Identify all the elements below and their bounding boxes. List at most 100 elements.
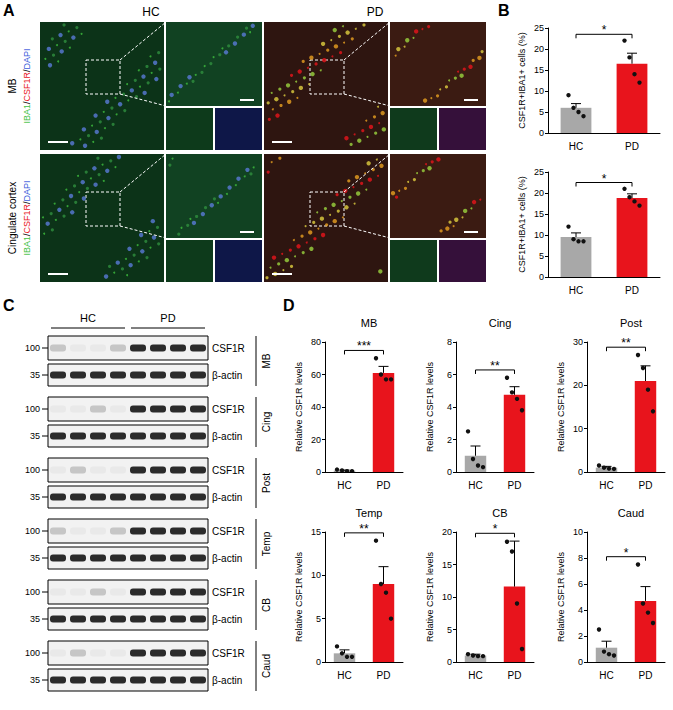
svg-text:0: 0 bbox=[316, 657, 321, 667]
svg-text:Cingulate cortex: Cingulate cortex bbox=[7, 182, 18, 254]
svg-text:8: 8 bbox=[578, 553, 583, 563]
svg-text:CSF1R: CSF1R bbox=[212, 404, 245, 415]
svg-text:Relative CSF1R levels: Relative CSF1R levels bbox=[556, 361, 566, 452]
svg-text:A: A bbox=[3, 2, 15, 19]
svg-text:10: 10 bbox=[573, 527, 583, 537]
svg-text:100: 100 bbox=[25, 465, 40, 475]
svg-text:15: 15 bbox=[534, 209, 544, 219]
svg-text:HC: HC bbox=[337, 670, 351, 681]
svg-text:5: 5 bbox=[316, 614, 321, 624]
svg-text:Temp: Temp bbox=[261, 531, 272, 556]
svg-text:***: *** bbox=[357, 339, 371, 353]
svg-text:CSF1R: CSF1R bbox=[212, 526, 245, 537]
svg-text:35: 35 bbox=[30, 431, 40, 441]
svg-text:HC: HC bbox=[569, 285, 583, 296]
svg-text:0: 0 bbox=[539, 128, 544, 138]
svg-text:10: 10 bbox=[534, 230, 544, 240]
svg-text:20: 20 bbox=[311, 435, 321, 445]
svg-text:100: 100 bbox=[25, 526, 40, 536]
svg-text:*: * bbox=[602, 23, 607, 37]
svg-text:40: 40 bbox=[311, 402, 321, 412]
svg-text:CSF1R: CSF1R bbox=[212, 648, 245, 659]
svg-text:4: 4 bbox=[447, 402, 452, 412]
svg-text:**: ** bbox=[359, 522, 369, 536]
svg-text:5: 5 bbox=[539, 251, 544, 261]
svg-text:Relative CSF1R levels: Relative CSF1R levels bbox=[294, 361, 304, 452]
svg-text:*: * bbox=[624, 546, 629, 560]
svg-text:β-actin: β-actin bbox=[212, 370, 242, 381]
svg-text:15: 15 bbox=[442, 560, 452, 570]
svg-text:**: ** bbox=[490, 359, 500, 373]
svg-text:Relative CSF1R levels: Relative CSF1R levels bbox=[425, 361, 435, 452]
svg-text:HC: HC bbox=[142, 5, 160, 19]
svg-text:HC: HC bbox=[80, 312, 96, 324]
svg-text:35: 35 bbox=[30, 553, 40, 563]
svg-text:DAPI: DAPI bbox=[22, 180, 32, 201]
svg-text:HC: HC bbox=[468, 480, 482, 491]
svg-text:35: 35 bbox=[30, 614, 40, 624]
svg-text:0: 0 bbox=[578, 467, 583, 477]
svg-text:0: 0 bbox=[316, 467, 321, 477]
svg-text:20: 20 bbox=[534, 44, 544, 54]
svg-text:HC: HC bbox=[569, 141, 583, 152]
svg-text:100: 100 bbox=[25, 404, 40, 414]
svg-text:Cing: Cing bbox=[489, 317, 512, 329]
svg-text:β-actin: β-actin bbox=[212, 492, 242, 503]
svg-text:CSF1R: CSF1R bbox=[212, 465, 245, 476]
svg-text:IBA1: IBA1 bbox=[22, 104, 32, 124]
svg-text:MB: MB bbox=[361, 317, 378, 329]
svg-text:PD: PD bbox=[508, 670, 522, 681]
svg-text:8: 8 bbox=[447, 337, 452, 347]
svg-text:30: 30 bbox=[573, 337, 583, 347]
svg-text:Post: Post bbox=[261, 473, 272, 493]
svg-text:10: 10 bbox=[573, 424, 583, 434]
svg-text:Temp: Temp bbox=[356, 507, 383, 519]
svg-text:6: 6 bbox=[578, 579, 583, 589]
svg-text:15: 15 bbox=[311, 527, 321, 537]
svg-text:6: 6 bbox=[447, 370, 452, 380]
svg-text:PD: PD bbox=[367, 5, 384, 19]
svg-text:2: 2 bbox=[578, 631, 583, 641]
svg-text:β-actin: β-actin bbox=[212, 553, 242, 564]
svg-text:60: 60 bbox=[311, 370, 321, 380]
svg-text:20: 20 bbox=[442, 527, 452, 537]
svg-text:Cing: Cing bbox=[261, 412, 272, 433]
svg-text:35: 35 bbox=[30, 675, 40, 685]
svg-text:PD: PD bbox=[377, 670, 391, 681]
svg-text:0: 0 bbox=[539, 272, 544, 282]
svg-text:β-actin: β-actin bbox=[212, 431, 242, 442]
svg-text:HC: HC bbox=[468, 670, 482, 681]
svg-text:*: * bbox=[493, 522, 498, 536]
svg-text:PD: PD bbox=[639, 480, 653, 491]
svg-text:Relative CSF1R levels: Relative CSF1R levels bbox=[556, 551, 566, 642]
svg-text:PD: PD bbox=[625, 285, 639, 296]
svg-text:20: 20 bbox=[534, 188, 544, 198]
svg-text:100: 100 bbox=[25, 587, 40, 597]
svg-text:B: B bbox=[498, 2, 510, 19]
svg-text:Caud: Caud bbox=[618, 507, 644, 519]
svg-text:CB: CB bbox=[261, 598, 272, 612]
svg-text:β-actin: β-actin bbox=[212, 614, 242, 625]
svg-text:D: D bbox=[283, 297, 295, 314]
svg-text:IBA1: IBA1 bbox=[22, 236, 32, 256]
svg-text:10: 10 bbox=[534, 86, 544, 96]
svg-text:CSF1R: CSF1R bbox=[212, 343, 245, 354]
svg-text:PD: PD bbox=[377, 480, 391, 491]
svg-text:Relative CSF1R levels: Relative CSF1R levels bbox=[294, 551, 304, 642]
svg-text:10: 10 bbox=[311, 570, 321, 580]
svg-text:PD: PD bbox=[639, 670, 653, 681]
svg-text:35: 35 bbox=[30, 492, 40, 502]
svg-text:100: 100 bbox=[25, 648, 40, 658]
svg-text:15: 15 bbox=[534, 65, 544, 75]
svg-text:β-actin: β-actin bbox=[212, 675, 242, 686]
svg-text:PD: PD bbox=[508, 480, 522, 491]
svg-text:*: * bbox=[602, 172, 607, 186]
svg-text:25: 25 bbox=[534, 167, 544, 177]
svg-text:Caud: Caud bbox=[261, 654, 272, 678]
svg-text:CSF1R: CSF1R bbox=[22, 203, 32, 233]
svg-text:0: 0 bbox=[447, 467, 452, 477]
svg-text:80: 80 bbox=[311, 337, 321, 347]
svg-text:2: 2 bbox=[447, 435, 452, 445]
svg-text:MB: MB bbox=[7, 78, 18, 93]
svg-text:35: 35 bbox=[30, 370, 40, 380]
